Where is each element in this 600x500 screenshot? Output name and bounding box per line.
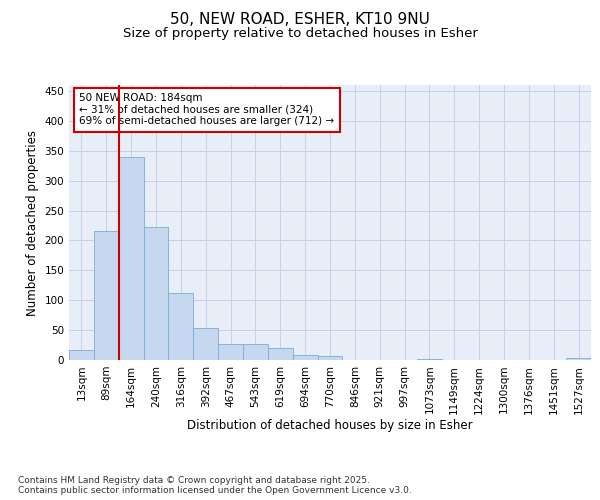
Bar: [218, 344, 243, 360]
Bar: [293, 355, 317, 360]
X-axis label: Distribution of detached houses by size in Esher: Distribution of detached houses by size …: [187, 419, 473, 432]
Bar: [243, 344, 268, 360]
Bar: [317, 356, 343, 360]
Bar: [169, 293, 193, 360]
Text: 50 NEW ROAD: 184sqm
← 31% of detached houses are smaller (324)
69% of semi-detac: 50 NEW ROAD: 184sqm ← 31% of detached ho…: [79, 93, 335, 126]
Bar: [119, 156, 143, 360]
Bar: [143, 228, 169, 360]
Bar: [268, 348, 293, 360]
Bar: [566, 358, 591, 360]
Y-axis label: Number of detached properties: Number of detached properties: [26, 130, 39, 316]
Bar: [69, 350, 94, 360]
Text: 50, NEW ROAD, ESHER, KT10 9NU: 50, NEW ROAD, ESHER, KT10 9NU: [170, 12, 430, 28]
Bar: [94, 231, 119, 360]
Bar: [417, 359, 442, 360]
Bar: [193, 328, 218, 360]
Text: Contains HM Land Registry data © Crown copyright and database right 2025.
Contai: Contains HM Land Registry data © Crown c…: [18, 476, 412, 495]
Text: Size of property relative to detached houses in Esher: Size of property relative to detached ho…: [122, 28, 478, 40]
